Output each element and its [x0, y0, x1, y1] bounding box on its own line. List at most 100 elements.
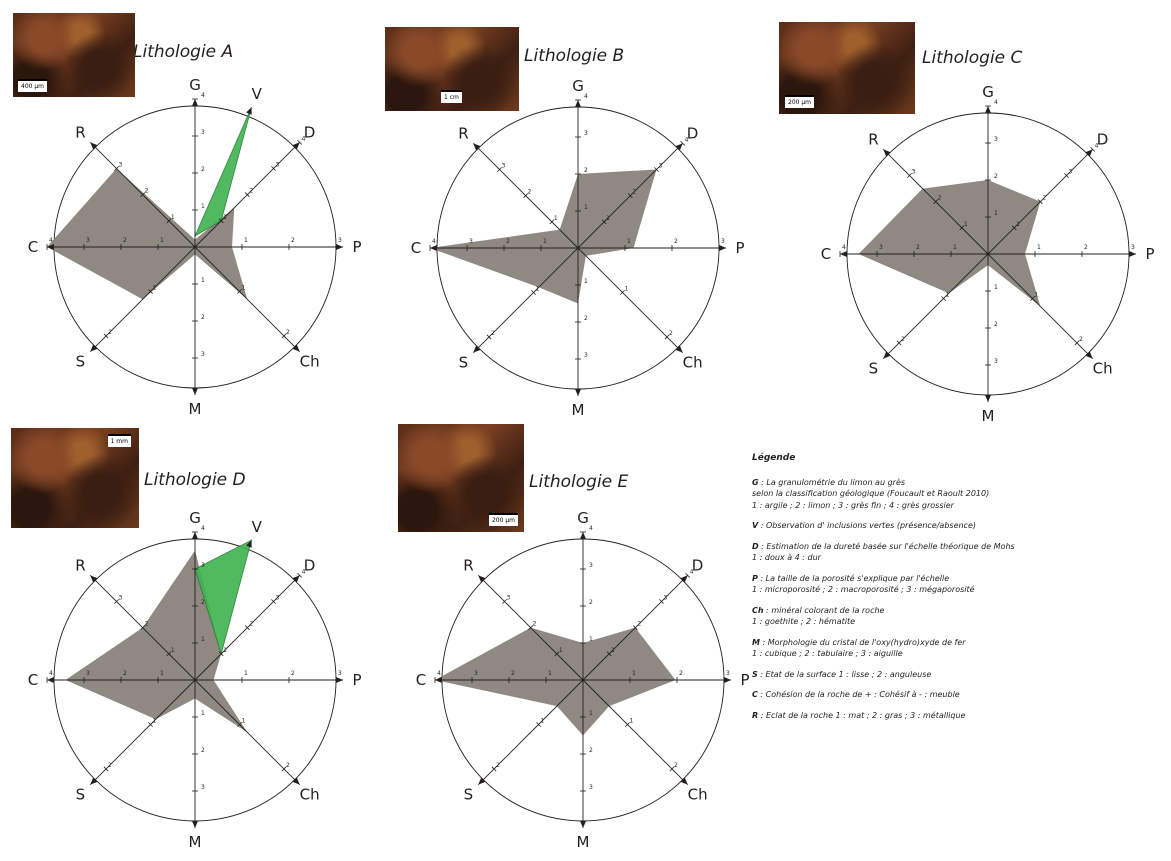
legend-entry-m: M : Morphologie du cristal de l'oxy(hydr…	[752, 637, 1167, 660]
tick-label: 1	[223, 214, 227, 221]
axis-label-p: P	[1146, 245, 1155, 263]
data-polygon	[435, 627, 676, 736]
axis-label-s: S	[464, 786, 474, 804]
tick-label: 1	[153, 717, 157, 724]
axis-label-p: P	[741, 671, 750, 689]
axis-arrow-g	[985, 105, 991, 113]
tick-mark	[896, 340, 902, 346]
tick-label: 1	[543, 238, 547, 245]
data-polygon	[858, 180, 1041, 307]
axis-arrow-g	[192, 98, 198, 106]
tick-label: 2	[674, 238, 678, 245]
axis-arrow-m	[575, 389, 581, 397]
scale-bar-d: 1 mm	[107, 434, 131, 447]
tick-label: 2	[145, 621, 149, 628]
legend-line: selon la classification géologique (Fouc…	[752, 489, 990, 498]
tick-label: 4	[201, 525, 205, 532]
tick-mark	[140, 192, 146, 198]
legend: Légende G : La granulométrie du limon au…	[752, 453, 1167, 730]
tick-label: 1	[171, 647, 175, 654]
legend-line: S : Etat de la surface 1 : lisse ; 2 : a…	[752, 669, 932, 679]
tick-label: 2	[249, 621, 253, 628]
tick-mark	[531, 290, 536, 295]
axis-label-d: D	[304, 123, 316, 141]
legend-line: Ch : minéral colorant de la roche	[752, 605, 885, 615]
tick-label: 4	[690, 568, 694, 575]
axis-line-ch	[194, 246, 301, 353]
legend-key: Ch	[752, 605, 764, 615]
tick-label: 2	[291, 237, 295, 244]
axis-label-v: V	[252, 518, 263, 536]
tick-label: 3	[275, 162, 279, 169]
axis-label-m: M	[982, 407, 995, 425]
tick-label: 3	[1131, 244, 1135, 251]
tick-mark	[625, 722, 630, 727]
tick-mark	[549, 219, 555, 225]
tick-label: 1	[201, 203, 205, 210]
tick-mark	[497, 167, 502, 172]
tick-label: 1	[611, 647, 615, 654]
tick-label: 4	[49, 237, 53, 244]
data-polygon	[430, 169, 657, 304]
tick-label: 2	[1084, 244, 1088, 251]
axis-arrow-s	[473, 345, 481, 353]
tick-label: 3	[86, 237, 90, 244]
tick-label: 1	[160, 670, 164, 677]
axis-label-ch: Ch	[688, 786, 708, 804]
tick-mark	[148, 722, 153, 727]
tick-label: 1	[548, 670, 552, 677]
tick-mark	[218, 218, 224, 224]
v-overlay	[194, 539, 253, 656]
tick-label: 1	[541, 717, 545, 724]
tick-label: 3	[721, 238, 725, 245]
axis-label-c: C	[28, 671, 38, 689]
tick-label: 1	[946, 291, 950, 298]
tick-label: 3	[912, 169, 916, 176]
axis-arrow-m	[192, 821, 198, 829]
tick-label: 2	[584, 167, 588, 174]
axis-arrow-c	[429, 245, 437, 251]
tick-mark	[103, 333, 109, 339]
tick-label: 3	[726, 670, 730, 677]
tick-label: 2	[1079, 336, 1083, 343]
tick-label: 1	[1037, 244, 1041, 251]
tick-label: 3	[201, 129, 205, 136]
tick-label: 4	[432, 238, 436, 245]
axis-line-ch	[194, 679, 301, 786]
tick-label: 2	[511, 670, 515, 677]
tick-label: 2	[589, 747, 593, 754]
tick-label: 1	[201, 636, 205, 643]
tick-label: 4	[994, 99, 998, 106]
axis-arrow-ch	[675, 345, 683, 353]
tick-label: 1	[160, 237, 164, 244]
chart-title: Lithologie C	[922, 48, 1023, 68]
tick-mark	[114, 166, 119, 171]
legend-key: S	[752, 669, 758, 679]
axis-arrow-p	[336, 677, 344, 683]
axis-arrow-g	[575, 99, 581, 107]
axis-label-p: P	[353, 671, 362, 689]
tick-mark	[620, 290, 625, 295]
tick-label: 4	[302, 135, 306, 142]
tick-label: 1	[994, 210, 998, 217]
thumbnail-d: 1 mm	[11, 428, 139, 528]
tick-label: 2	[669, 330, 673, 337]
legend-entry-g: G : La granulométrie du limon au grès sel…	[752, 477, 1167, 512]
tick-label: 4	[201, 92, 205, 99]
axis-arrow-m	[580, 821, 586, 829]
tick-label: 3	[201, 562, 205, 569]
tick-label: 2	[145, 188, 149, 195]
tick-label: 1	[994, 284, 998, 291]
tick-label: 1	[171, 214, 175, 221]
tick-label: 1	[624, 285, 628, 292]
chart-title: Lithologie D	[144, 470, 246, 490]
tick-label: 3	[584, 352, 588, 359]
tick-label: 3	[275, 595, 279, 602]
axis-arrow-c	[839, 251, 847, 257]
axis-arrow-ch	[292, 344, 300, 352]
tick-mark	[1090, 146, 1096, 152]
tick-label: 2	[637, 621, 641, 628]
